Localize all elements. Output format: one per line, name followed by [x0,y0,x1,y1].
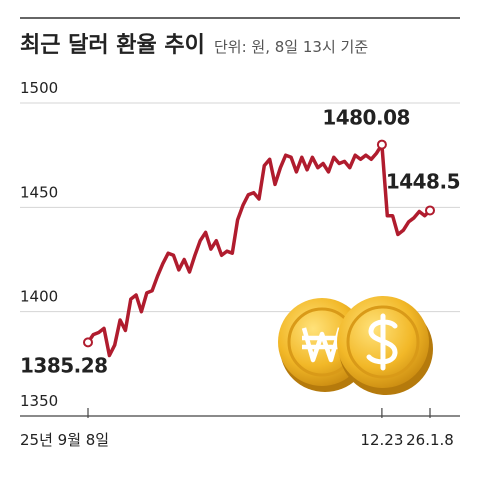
y-tick-label: 1400 [20,288,58,306]
chart-subtitle: 단위: 원, 8일 13시 기준 [214,38,368,56]
coins-illustration [278,296,433,395]
rate-line [86,142,432,358]
x-tick-label: 26.1.8 [406,431,454,449]
value-label: 1385.28 [20,353,108,377]
point-marker [425,205,435,216]
y-tick-label: 1450 [20,183,58,201]
won-symbol [301,327,343,363]
point-marker [83,337,93,348]
chart-title: 최근 달러 환율 추이 [20,33,205,58]
dollar-symbol [366,313,398,371]
value-label: 1448.5 [386,169,460,193]
x-tick-label: 25년 9월 8일 [20,431,109,449]
y-tick-label: 1500 [20,79,58,97]
y-tick-label: 1350 [20,392,58,410]
x-tick-label: 12.23 [360,431,403,449]
coin-rim [346,305,420,379]
point-marker [376,139,387,150]
grid: 1350 1400 1450 1500 25년 9월 8일 12.23 26.1.8 [20,79,460,449]
value-label: 1480.08 [322,106,410,130]
plot: 1385.28 1480.08 1448.5 [20,106,461,378]
